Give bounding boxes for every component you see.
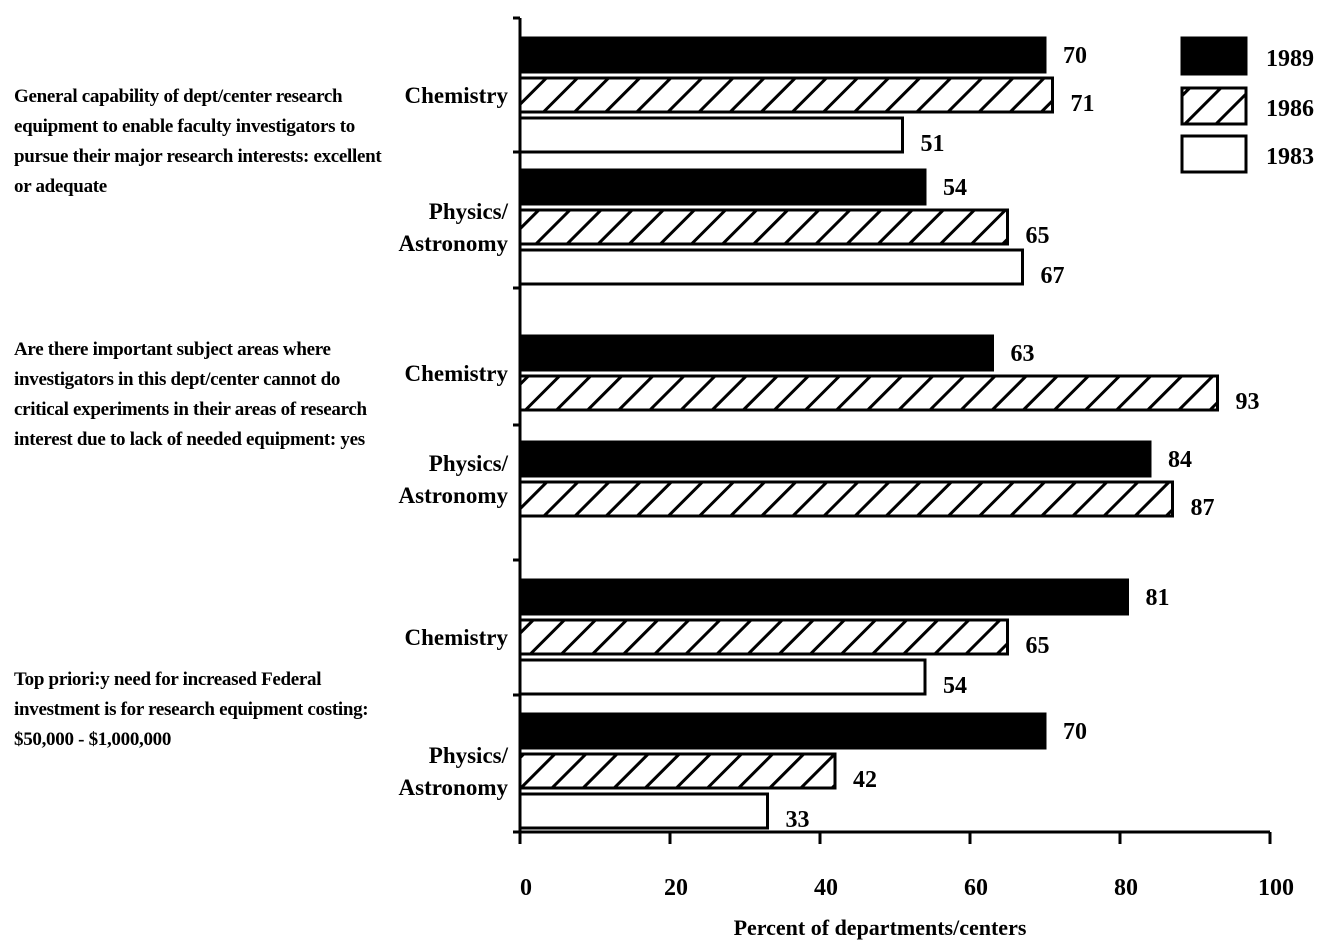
x-tick-label: 60 (964, 875, 988, 901)
category-label-line: Astronomy (399, 483, 509, 508)
data-label: 42 (853, 767, 877, 793)
legend-swatch-1986 (1182, 88, 1246, 124)
bar-1986 (520, 620, 1008, 654)
legend-swatch-1989 (1182, 38, 1246, 74)
bar-1986 (520, 376, 1218, 410)
data-label: 81 (1146, 585, 1170, 611)
category-label-line: Chemistry (405, 83, 509, 108)
category-label-line: Chemistry (405, 361, 509, 386)
x-tick-label: 0 (520, 875, 532, 901)
category-label: Physics/Astronomy (399, 199, 509, 256)
bar-1989 (520, 714, 1045, 748)
category-label-line: Chemistry (405, 625, 509, 650)
x-tick-label: 80 (1114, 875, 1138, 901)
legend-label-1986: 1986 (1266, 96, 1314, 122)
category-label-line: Astronomy (399, 775, 509, 800)
x-tick-label: 40 (814, 875, 838, 901)
data-label: 51 (921, 131, 945, 157)
category-label: Chemistry (405, 83, 509, 108)
bar-1989 (520, 442, 1150, 476)
category-label-line: Astronomy (399, 231, 509, 256)
data-label: 87 (1191, 495, 1215, 521)
bar-1989 (520, 170, 925, 204)
category-label-line: Physics/ (429, 451, 509, 476)
legend-swatch-1983 (1182, 136, 1246, 172)
legend-label-1989: 1989 (1266, 46, 1314, 72)
category-label: Chemistry (405, 361, 509, 386)
data-label: 84 (1168, 447, 1192, 473)
bar-1989 (520, 38, 1045, 72)
category-label-line: Physics/ (429, 199, 509, 224)
category-label-line: Physics/ (429, 743, 509, 768)
bar-1983 (520, 660, 925, 694)
x-tick-label: 100 (1258, 875, 1294, 901)
bar-1986 (520, 210, 1008, 244)
data-label: 65 (1026, 633, 1050, 659)
bar-1986 (520, 78, 1053, 112)
x-tick-label: 20 (664, 875, 688, 901)
bar-1983 (520, 794, 768, 828)
data-label: 54 (943, 673, 967, 699)
data-label: 63 (1011, 341, 1035, 367)
bar-1989 (520, 336, 993, 370)
bar-1983 (520, 118, 903, 152)
category-label: Physics/Astronomy (399, 451, 509, 508)
bar-1983 (520, 250, 1023, 284)
x-axis-label: Percent of departments/centers (734, 915, 1027, 940)
bar-1986 (520, 754, 835, 788)
data-label: 70 (1063, 719, 1087, 745)
legend: 1989 1986 1983 (1182, 38, 1314, 172)
data-label: 67 (1041, 263, 1065, 289)
bar-1989 (520, 580, 1128, 614)
category-label: Physics/Astronomy (399, 743, 509, 800)
legend-label-1983: 1983 (1266, 144, 1314, 170)
category-label: Chemistry (405, 625, 509, 650)
data-label: 93 (1236, 389, 1260, 415)
bar-1986 (520, 482, 1173, 516)
data-label: 71 (1071, 91, 1095, 117)
data-label: 54 (943, 175, 967, 201)
plot-area: 0 20 40 60 80 100 Percent of departments/cente… (399, 18, 1294, 940)
data-label: 70 (1063, 43, 1087, 69)
data-label: 33 (786, 807, 810, 833)
data-label: 65 (1026, 223, 1050, 249)
